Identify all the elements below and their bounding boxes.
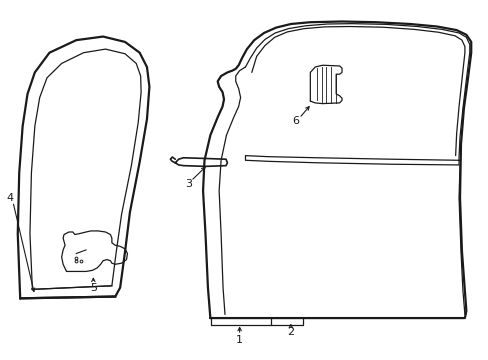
Text: 3: 3 (184, 179, 191, 189)
Text: 1: 1 (236, 334, 243, 345)
Text: 4: 4 (7, 193, 14, 203)
Text: 5: 5 (90, 283, 97, 293)
Text: 2: 2 (286, 327, 294, 337)
Text: 6: 6 (292, 116, 299, 126)
